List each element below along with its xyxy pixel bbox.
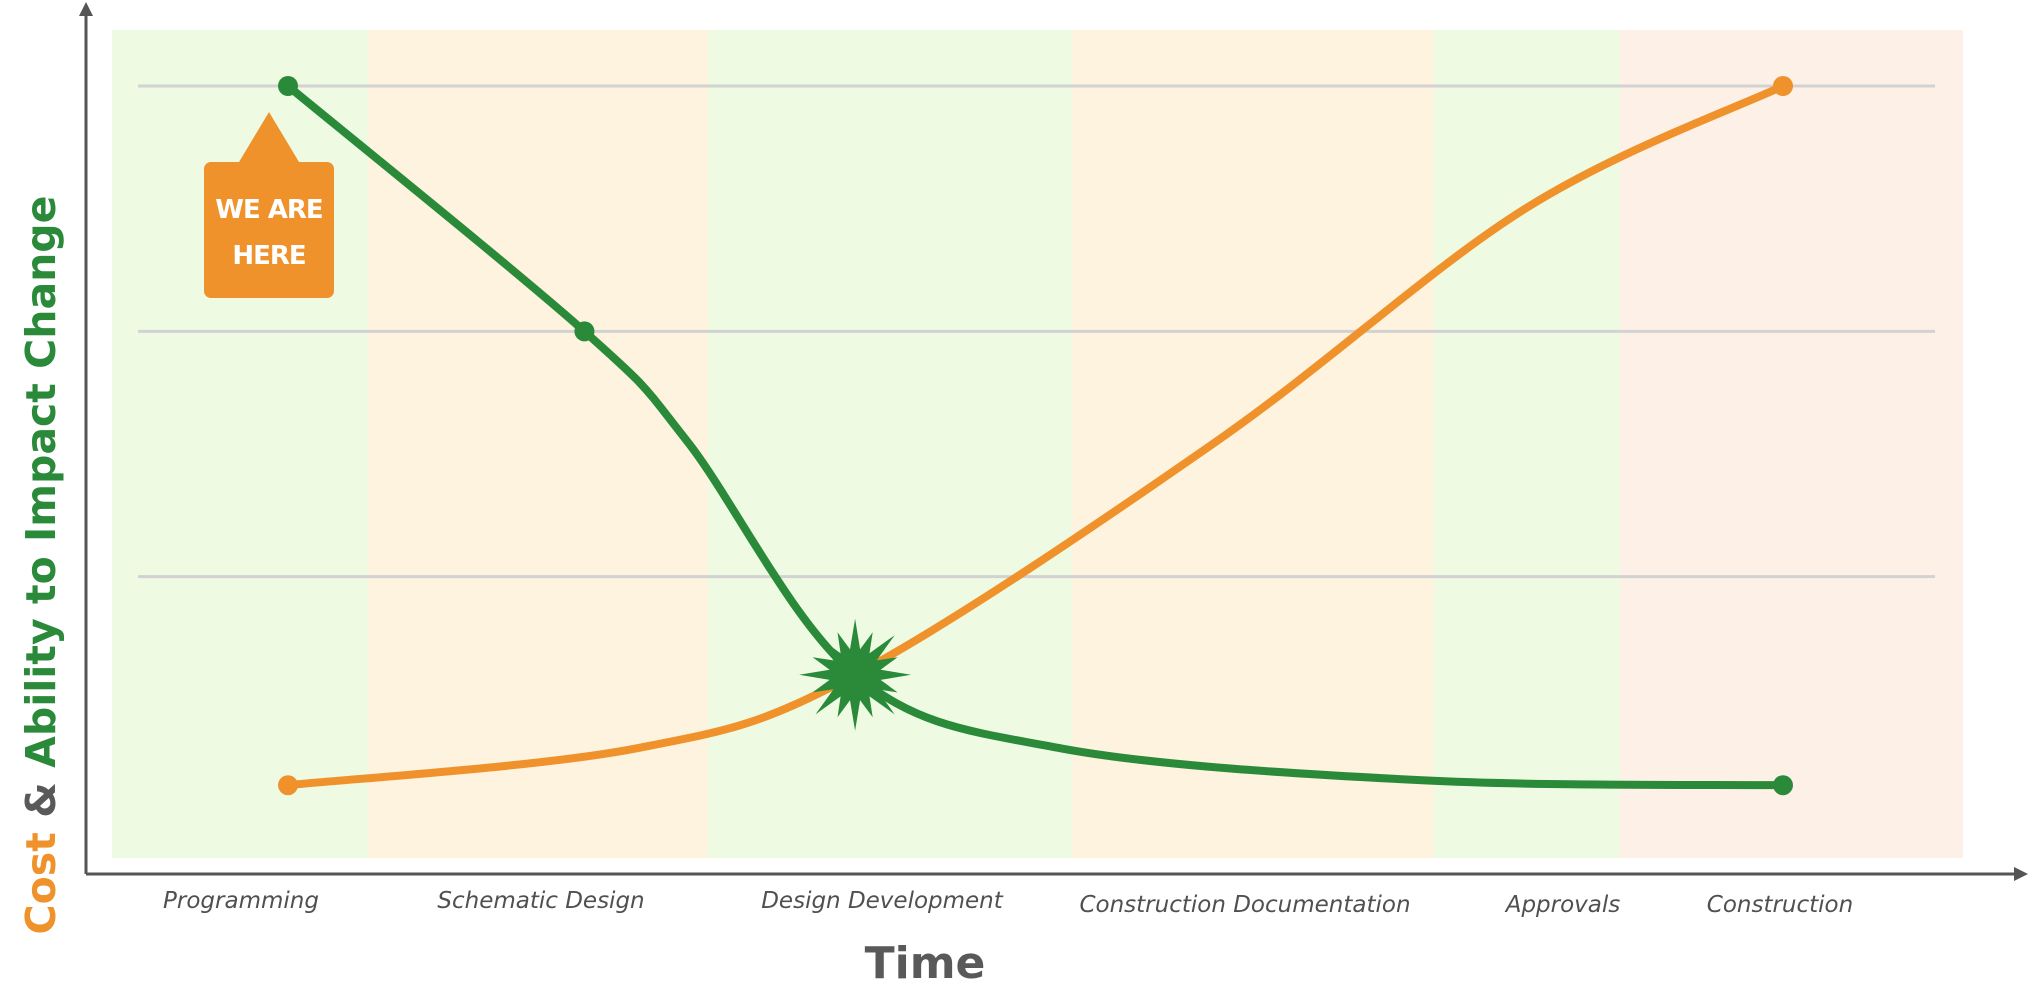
x-tick-label: Design Development: [761, 888, 1004, 914]
y-axis-arrow: [79, 2, 93, 16]
callout-arrow: [239, 112, 299, 162]
x-tick-label: Schematic Design: [437, 888, 644, 914]
phase-band: [708, 30, 1072, 858]
y-axis-title-ability: Ability to Impact Change: [17, 196, 65, 768]
ability-point: [278, 76, 298, 96]
phase-band: [112, 30, 368, 858]
ability-point: [574, 321, 595, 342]
x-axis-title: Time: [865, 938, 986, 982]
callout-box: [204, 162, 334, 298]
y-axis-title: Cost & Ability to Impact Change: [17, 196, 65, 935]
x-tick-label: Construction Documentation: [1079, 892, 1410, 918]
marker-layer: [278, 76, 1793, 796]
x-tick-labels: Programming Schematic Design Design Develo…: [163, 888, 1853, 918]
crossing-starburst: [799, 618, 912, 731]
cost-point: [278, 775, 298, 796]
x-axis-arrow: [2014, 867, 2028, 881]
x-tick-label: Approvals: [1504, 892, 1621, 918]
x-tick-label: Programming: [163, 888, 319, 914]
x-tick-label: Construction: [1707, 892, 1853, 918]
y-axis-title-cost: Cost: [17, 832, 65, 934]
phase-band: [368, 30, 708, 858]
ability-point: [1773, 775, 1793, 796]
phase-band: [1434, 30, 1620, 858]
cost-line: [284, 82, 1787, 790]
cost-point: [1773, 76, 1793, 96]
callout-line-1: WE ARE: [215, 195, 322, 225]
gridlines: [138, 84, 1935, 579]
axes: [79, 2, 2028, 881]
phase-band: [1620, 30, 1963, 858]
we-are-here-callout: WE ARE HERE: [204, 112, 334, 298]
callout-line-2: HERE: [232, 241, 305, 271]
y-axis-title-amp: &: [17, 768, 65, 832]
phase-band: [1072, 30, 1434, 858]
phase-bands: [112, 30, 1963, 858]
